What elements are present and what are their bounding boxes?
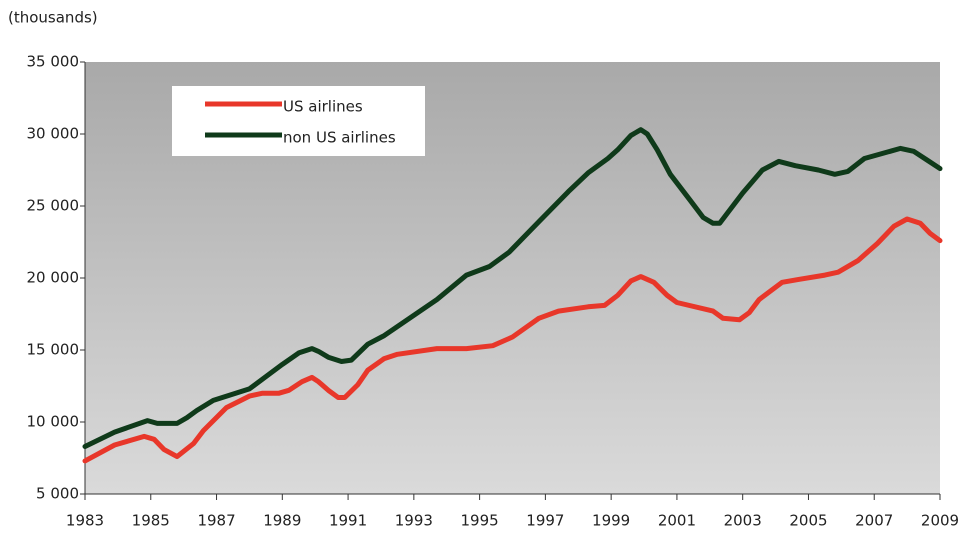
y-tick-label: 5 000 (36, 485, 79, 503)
x-tick-label: 1993 (395, 512, 433, 530)
x-tick-label: 2005 (789, 512, 827, 530)
x-tick-label: 1997 (526, 512, 564, 530)
x-tick-label: 2007 (855, 512, 893, 530)
y-tick-label: 10 000 (27, 413, 80, 431)
x-tick-label: 1991 (329, 512, 367, 530)
y-tick-label: 35 000 (27, 53, 80, 71)
y-tick-label: 25 000 (27, 197, 80, 215)
legend-label: US airlines (283, 98, 363, 116)
x-tick-label: 2001 (658, 512, 696, 530)
y-axis-label: (thousands) (8, 9, 98, 27)
x-tick-label: 1989 (263, 512, 301, 530)
series-line (82, 127, 943, 449)
legend-box (172, 86, 425, 156)
x-tick-label: 2009 (921, 512, 959, 530)
x-tick-label: 1999 (592, 512, 630, 530)
y-tick-label: 15 000 (27, 341, 80, 359)
legend-label: non US airlines (283, 129, 396, 147)
x-tick-label: 1983 (66, 512, 104, 530)
x-tick-label: 1995 (461, 512, 499, 530)
x-tick-label: 1985 (132, 512, 170, 530)
x-tick-label: 2003 (724, 512, 762, 530)
y-tick-label: 30 000 (27, 125, 80, 143)
y-tick-label: 20 000 (27, 269, 80, 287)
x-tick-label: 1987 (197, 512, 235, 530)
series-line (82, 216, 943, 464)
